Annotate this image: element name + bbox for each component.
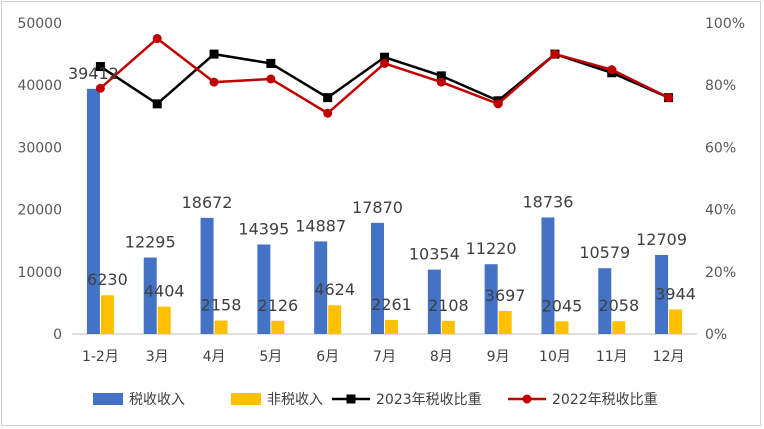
x-tick-label: 7月 <box>373 349 396 365</box>
data-label-tax: 11220 <box>466 239 517 258</box>
y-left-tick-label: 40000 <box>17 78 62 94</box>
marker-2022-ratio <box>664 93 674 103</box>
y-right-tick-label: 40% <box>705 203 736 219</box>
y-left-tick-label: 0 <box>53 327 62 343</box>
y-left-tick-label: 30000 <box>17 140 62 156</box>
bar-tax <box>541 217 555 334</box>
legend-swatch <box>93 393 123 405</box>
marker-2022-ratio <box>323 108 333 118</box>
x-tick-label: 4月 <box>203 349 226 365</box>
x-tick-label: 9月 <box>487 349 510 365</box>
bar-tax <box>371 222 384 334</box>
x-tick-label: 1-2月 <box>82 349 119 365</box>
data-label-tax: 14395 <box>238 219 289 238</box>
data-label-nontax: 2261 <box>371 295 412 314</box>
line-2022-ratio <box>99 37 670 115</box>
marker-2022-ratio <box>152 34 162 44</box>
data-label-nontax: 4624 <box>314 280 355 299</box>
x-tick-label: 6月 <box>316 349 339 365</box>
y-right-tick-label: 80% <box>705 78 736 94</box>
data-label-nontax: 2126 <box>258 296 299 315</box>
bar-nontax <box>100 295 114 334</box>
data-label-tax: 18672 <box>182 193 233 212</box>
data-label-tax: 10354 <box>409 245 460 264</box>
x-tick-label: 5月 <box>259 349 282 365</box>
bar-nontax <box>328 305 342 334</box>
bar-nontax <box>441 320 455 334</box>
marker-2022-ratio <box>95 83 105 93</box>
data-label-tax: 14887 <box>295 216 346 235</box>
x-tick-label: 8月 <box>430 349 453 365</box>
bar-tax <box>655 254 669 334</box>
data-label-nontax: 2058 <box>598 296 639 315</box>
data-label-tax: 17870 <box>352 198 403 217</box>
bar-nontax <box>271 320 285 334</box>
data-label-tax: 10579 <box>579 243 630 262</box>
data-label-nontax: 2045 <box>542 296 583 315</box>
data-label-nontax: 2158 <box>201 296 242 315</box>
x-tick-label: 10月 <box>539 349 571 365</box>
data-label-tax: 12709 <box>636 230 687 249</box>
y-left-tick-label: 20000 <box>17 203 62 219</box>
legend-label: 2023年税收比重 <box>376 392 482 408</box>
bar-tax <box>257 244 271 334</box>
y-right-tick-label: 60% <box>705 140 736 156</box>
bar-nontax <box>669 309 683 334</box>
data-label-tax: 39412 <box>68 64 119 83</box>
x-tick-label: 12月 <box>653 349 685 365</box>
bar-tax <box>314 241 328 334</box>
bar-tax <box>598 268 612 334</box>
marker-2023-ratio <box>436 71 446 81</box>
x-tick-label: 11月 <box>596 349 628 365</box>
marker-2022-ratio <box>607 65 617 75</box>
data-label-nontax: 2108 <box>428 296 469 315</box>
legend-marker <box>522 394 532 404</box>
y-right-tick-label: 20% <box>705 265 736 281</box>
data-label-nontax: 3944 <box>655 284 696 303</box>
marker-2023-ratio <box>323 93 333 103</box>
bar-nontax <box>555 321 569 334</box>
marker-2022-ratio <box>380 58 389 68</box>
data-label-nontax: 6230 <box>87 270 128 289</box>
bar-nontax <box>498 311 512 334</box>
data-label-tax: 12295 <box>125 233 176 252</box>
marker-2022-ratio <box>493 99 503 109</box>
y-right-tick-label: 0% <box>705 327 727 343</box>
legend-marker <box>346 394 356 404</box>
marker-2022-ratio <box>550 49 560 59</box>
y-left-tick-label: 50000 <box>17 16 62 32</box>
bar-tax <box>427 269 441 334</box>
marker-2022-ratio <box>436 77 446 87</box>
marker-2023-ratio <box>152 99 162 109</box>
marker-2023-ratio <box>209 49 219 59</box>
bar-tax <box>143 257 157 334</box>
bar-nontax <box>612 321 626 334</box>
marker-2022-ratio <box>209 77 219 87</box>
y-right-tick-label: 100% <box>705 16 745 32</box>
bar-nontax <box>157 306 171 334</box>
x-tick-label: 3月 <box>146 349 169 365</box>
marker-2022-ratio <box>266 74 276 84</box>
y-left-tick-label: 10000 <box>17 265 62 281</box>
legend-swatch <box>231 393 261 405</box>
legend-label: 2022年税收比重 <box>552 392 658 408</box>
marker-2023-ratio <box>380 52 389 62</box>
marker-2023-ratio <box>95 62 105 72</box>
bar-tax <box>484 264 498 334</box>
legend-label: 税收收入 <box>129 392 185 408</box>
bar-tax <box>86 88 100 334</box>
data-label-nontax: 3697 <box>485 286 526 305</box>
bar-nontax <box>214 320 228 334</box>
marker-2023-ratio <box>266 58 276 68</box>
bar-tax <box>200 217 214 334</box>
legend-label: 非税收入 <box>267 392 323 408</box>
data-label-nontax: 4404 <box>144 282 185 301</box>
data-label-tax: 18736 <box>523 192 574 211</box>
bar-nontax <box>385 319 398 334</box>
